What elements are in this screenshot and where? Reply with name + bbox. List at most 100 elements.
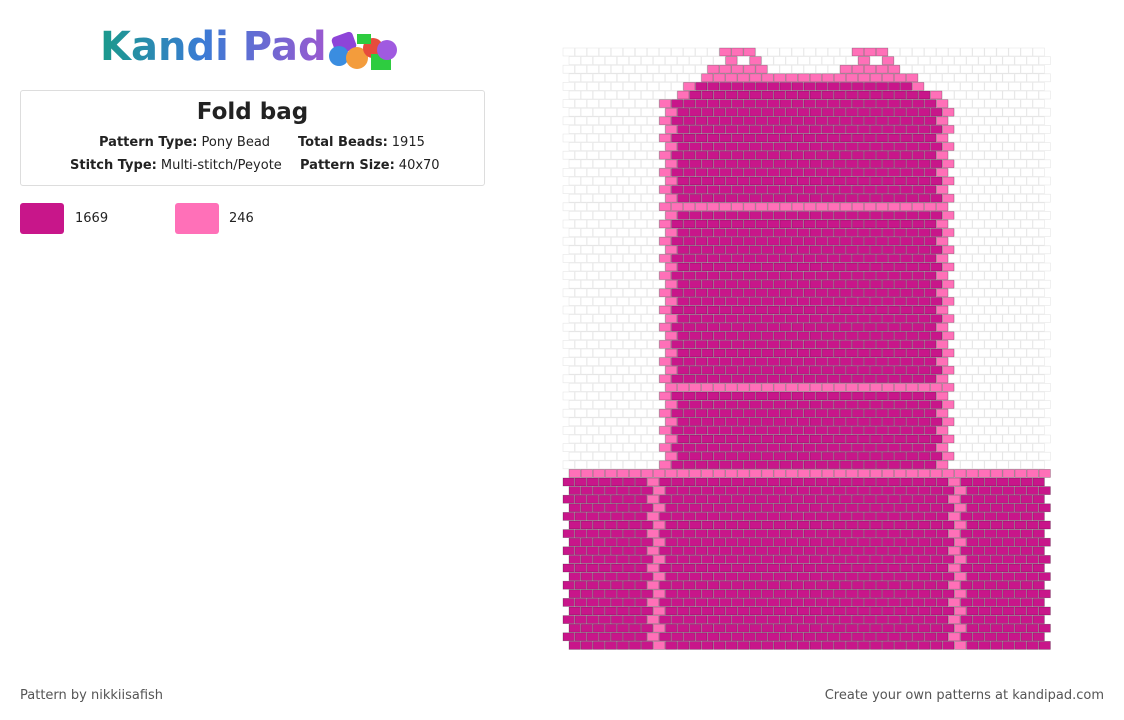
bead bbox=[677, 417, 690, 427]
bead bbox=[634, 546, 648, 556]
bead bbox=[737, 572, 750, 581]
bead bbox=[869, 142, 883, 151]
bead bbox=[809, 348, 822, 358]
bead bbox=[906, 56, 919, 65]
bead bbox=[671, 322, 684, 332]
bead bbox=[1008, 477, 1021, 487]
bead bbox=[942, 417, 955, 427]
bead bbox=[821, 589, 834, 599]
bead bbox=[604, 73, 617, 83]
bead bbox=[803, 632, 816, 642]
bead bbox=[628, 555, 642, 564]
bead bbox=[900, 150, 913, 160]
bead bbox=[568, 297, 581, 306]
bead bbox=[894, 245, 907, 255]
bead bbox=[731, 82, 744, 91]
bead bbox=[755, 133, 768, 143]
bead bbox=[743, 632, 756, 642]
bead bbox=[634, 512, 648, 521]
bead bbox=[773, 262, 786, 272]
bead bbox=[755, 254, 768, 263]
bead bbox=[912, 391, 925, 401]
bead bbox=[803, 580, 816, 590]
bead bbox=[725, 365, 738, 375]
bead bbox=[580, 90, 593, 100]
bead bbox=[906, 331, 919, 341]
bead bbox=[659, 219, 672, 229]
bead bbox=[990, 331, 1003, 341]
bead bbox=[701, 73, 714, 83]
bead bbox=[815, 563, 828, 573]
bead bbox=[586, 254, 599, 263]
bead bbox=[942, 623, 955, 633]
bead bbox=[755, 529, 768, 538]
bead bbox=[869, 555, 883, 564]
bead bbox=[882, 434, 895, 444]
bead bbox=[996, 580, 1009, 590]
bead bbox=[574, 426, 587, 435]
bead bbox=[924, 494, 937, 504]
bead bbox=[827, 322, 840, 332]
bead bbox=[827, 133, 840, 143]
bead bbox=[960, 236, 973, 246]
bead bbox=[888, 374, 901, 384]
bead bbox=[857, 279, 870, 289]
bead bbox=[978, 434, 991, 444]
bead bbox=[749, 503, 762, 513]
bead bbox=[647, 340, 660, 349]
bead bbox=[857, 365, 870, 375]
bead bbox=[1020, 202, 1033, 212]
bead bbox=[960, 529, 973, 538]
bead bbox=[677, 348, 690, 358]
bead bbox=[990, 297, 1003, 306]
bead bbox=[1026, 641, 1039, 650]
bead bbox=[707, 374, 720, 384]
bead bbox=[1026, 383, 1039, 392]
bead bbox=[966, 107, 979, 117]
bead bbox=[1038, 589, 1051, 599]
bead bbox=[797, 417, 810, 427]
bead bbox=[677, 365, 690, 375]
bead bbox=[719, 202, 732, 212]
bead bbox=[791, 580, 804, 590]
bead bbox=[936, 185, 949, 194]
bead bbox=[598, 477, 611, 487]
bead bbox=[755, 99, 768, 108]
bead bbox=[948, 580, 961, 590]
bead bbox=[791, 615, 804, 624]
bead bbox=[641, 572, 654, 581]
bead bbox=[857, 73, 870, 83]
bead bbox=[695, 82, 708, 91]
bead bbox=[592, 193, 605, 203]
bead bbox=[562, 150, 575, 160]
bead bbox=[827, 426, 840, 435]
bead bbox=[924, 202, 937, 212]
bead bbox=[1014, 520, 1027, 530]
bead bbox=[924, 133, 937, 143]
bead bbox=[833, 56, 846, 65]
bead bbox=[996, 322, 1009, 332]
bead bbox=[869, 176, 883, 186]
bead bbox=[912, 460, 925, 470]
bead bbox=[948, 99, 961, 108]
bead bbox=[689, 176, 702, 186]
bead bbox=[894, 434, 907, 444]
bead bbox=[809, 503, 822, 513]
bead bbox=[833, 107, 846, 117]
bead bbox=[701, 537, 714, 547]
bead bbox=[695, 460, 708, 470]
bead bbox=[665, 297, 678, 306]
bead bbox=[833, 572, 846, 581]
bead bbox=[616, 606, 629, 616]
bead bbox=[683, 219, 696, 229]
bead bbox=[875, 236, 889, 246]
bead bbox=[1032, 288, 1045, 298]
bead bbox=[719, 426, 732, 435]
bead bbox=[731, 150, 744, 160]
bead bbox=[622, 47, 635, 57]
bead bbox=[942, 469, 955, 478]
bead bbox=[659, 133, 672, 143]
bead bbox=[827, 340, 840, 349]
bead bbox=[966, 193, 979, 203]
